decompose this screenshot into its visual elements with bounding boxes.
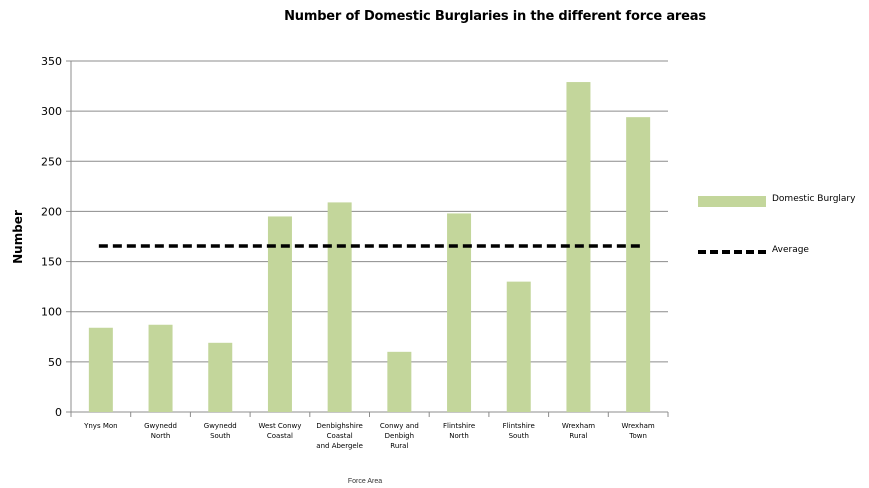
y-tick-label: 150 <box>41 256 62 269</box>
bar <box>208 342 233 412</box>
legend-label-domestic-burglary: Domestic Burglary <box>772 194 856 204</box>
x-axis-label: Force Area <box>347 478 383 485</box>
y-tick-label: 200 <box>41 205 62 218</box>
bar <box>387 351 412 412</box>
y-tick-label: 0 <box>55 406 62 419</box>
chart-title: Number of Domestic Burglaries in the dif… <box>284 9 706 24</box>
bar <box>447 213 472 412</box>
y-tick-label: 250 <box>41 155 62 168</box>
bar <box>626 117 651 412</box>
bar <box>88 327 113 412</box>
x-tick-label: Gwynedd South <box>204 422 237 440</box>
legend-label-average: Average <box>772 245 809 255</box>
bar <box>327 202 352 412</box>
x-tick-label: Gwynedd North <box>144 422 177 440</box>
x-tick-label: Ynys Mon <box>83 422 118 430</box>
x-tick-label: Wrexham Town <box>622 422 655 440</box>
x-tick-label: Flintshire South <box>503 422 535 440</box>
y-tick-label: 300 <box>41 105 62 118</box>
y-tick-label: 100 <box>41 306 62 319</box>
legend-swatch-bar <box>698 196 766 207</box>
x-tick-label: Denbighshire Coastal and Abergele <box>316 422 363 450</box>
x-tick-label: Wrexham Rural <box>562 422 595 440</box>
y-tick-label: 350 <box>41 55 62 68</box>
x-tick-label: Flintshire North <box>443 422 475 440</box>
y-tick-label: 50 <box>48 356 62 369</box>
x-tick-label: Conwy and Denbigh Rural <box>380 422 419 450</box>
x-tick-label: West Conwy Coastal <box>258 422 301 440</box>
bar <box>148 324 173 412</box>
bar <box>506 281 531 412</box>
bar <box>267 216 292 412</box>
legend-swatch-dashed-line <box>698 250 766 254</box>
